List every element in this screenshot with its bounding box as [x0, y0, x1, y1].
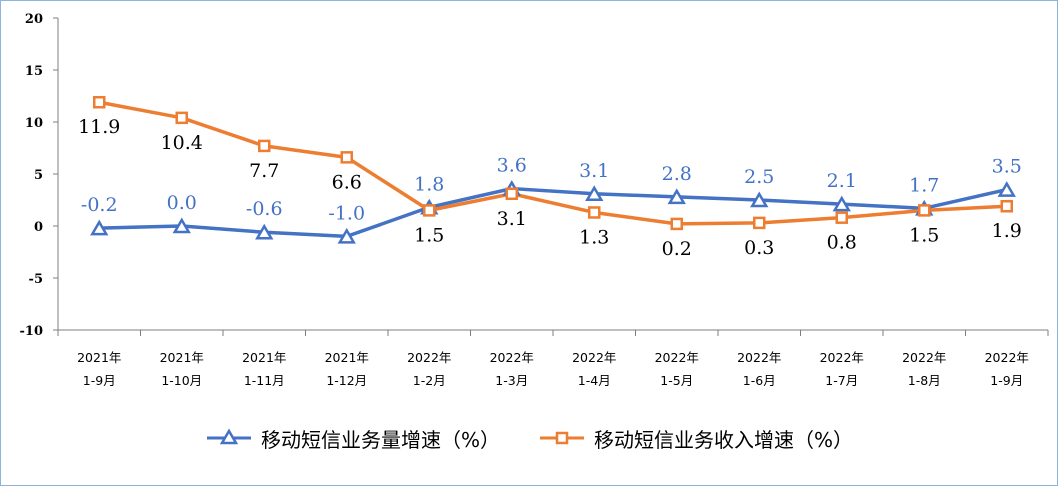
legend-item-volume: 移动短信业务量增速（%） — [205, 424, 500, 453]
x-tick-label-period: 1-2月 — [413, 373, 446, 388]
volume-data-label: 2.8 — [662, 163, 692, 185]
revenue-point-marker — [340, 151, 353, 164]
x-tick-label-period: 1-4月 — [578, 373, 611, 388]
x-tick-label-year: 2021年 — [77, 350, 121, 365]
x-tick-label-period: 1-10月 — [161, 373, 202, 388]
x-tick-label-period: 1-11月 — [244, 373, 285, 388]
volume-point-marker — [832, 195, 851, 212]
revenue-point-marker — [423, 204, 436, 217]
legend: 移动短信业务量增速（%） 移动短信业务收入增速（%） — [0, 420, 1058, 456]
volume-point-marker — [750, 191, 769, 208]
legend-item-revenue: 移动短信业务收入增速（%） — [538, 424, 853, 453]
x-tick-label-period: 1-5月 — [660, 373, 693, 388]
x-tick-label-period: 1-9月 — [990, 373, 1023, 388]
volume-data-label: -0.2 — [81, 194, 118, 216]
volume-point-marker — [172, 217, 191, 234]
revenue-data-label: 0.2 — [662, 238, 692, 260]
x-tick-label-period: 1-6月 — [743, 373, 776, 388]
volume-data-label: -0.6 — [246, 198, 283, 220]
revenue-data-label: 7.7 — [249, 160, 279, 182]
revenue-data-label: 3.1 — [497, 208, 527, 230]
revenue-data-label: 1.5 — [909, 224, 939, 246]
volume-data-label: 1.8 — [414, 173, 444, 195]
y-tick-label: 10 — [25, 116, 43, 131]
volume-series-line — [99, 186, 1008, 239]
x-tick-label-year: 2022年 — [902, 350, 946, 365]
revenue-point-marker — [93, 95, 106, 109]
x-tick-label-year: 2022年 — [490, 350, 534, 365]
y-tick-label: -5 — [29, 272, 43, 287]
revenue-series-line — [98, 100, 1007, 226]
volume-point-marker — [667, 188, 686, 205]
revenue-data-label: 1.5 — [414, 224, 444, 246]
volume-data-label: -1.0 — [328, 202, 365, 224]
revenue-point-marker — [258, 139, 271, 153]
volume-data-label: 3.6 — [497, 155, 527, 177]
revenue-data-label: 0.3 — [744, 237, 774, 259]
revenue-point-marker — [835, 211, 848, 224]
revenue-data-label: 11.9 — [78, 116, 120, 138]
revenue-point-marker — [505, 187, 518, 201]
revenue-data-label: 1.9 — [992, 220, 1022, 242]
x-tick-label-period: 1-9月 — [83, 373, 116, 388]
volume-point-marker — [90, 219, 109, 236]
x-tick-label-period: 1-8月 — [908, 373, 941, 388]
y-tick-label: -10 — [20, 324, 44, 339]
y-tick-label: 15 — [25, 64, 43, 79]
volume-point-marker — [585, 185, 604, 202]
x-tick-label-year: 2022年 — [572, 350, 616, 365]
volume-data-label: 2.5 — [744, 166, 774, 188]
y-tick-label: 0 — [34, 220, 43, 235]
revenue-data-label: 10.4 — [161, 132, 203, 154]
revenue-data-label: 1.3 — [579, 226, 609, 248]
x-tick-label-year: 2022年 — [820, 350, 864, 365]
x-tick-label-year: 2022年 — [985, 350, 1029, 365]
x-tick-label-year: 2022年 — [655, 350, 699, 365]
volume-point-marker — [997, 181, 1016, 197]
revenue-point-marker — [918, 204, 931, 217]
volume-data-label: 3.5 — [992, 156, 1022, 178]
y-tick-label: 20 — [25, 12, 43, 27]
x-tick-label-year: 2021年 — [325, 350, 369, 365]
x-tick-label-period: 1-3月 — [495, 373, 528, 388]
volume-point-marker — [337, 227, 356, 244]
legend-triangle-marker-icon — [206, 428, 251, 445]
x-tick-label-period: 1-7月 — [825, 373, 858, 388]
legend-square-marker-icon — [540, 431, 584, 445]
volume-point-marker — [255, 223, 274, 240]
revenue-point-marker — [588, 206, 601, 219]
y-tick-label: 5 — [34, 168, 43, 183]
revenue-data-label: 6.6 — [332, 171, 362, 193]
revenue-point-marker — [753, 216, 766, 230]
legend-label-revenue: 移动短信业务收入增速（%） — [594, 427, 854, 452]
x-tick-label-year: 2021年 — [160, 350, 204, 365]
x-tick-label-period: 1-12月 — [326, 373, 367, 388]
volume-data-label: 1.7 — [909, 174, 939, 196]
revenue-point-marker — [1000, 199, 1013, 213]
volume-data-label: 2.1 — [827, 170, 857, 192]
volume-data-label: 3.1 — [579, 160, 609, 182]
x-tick-label-year: 2022年 — [407, 350, 451, 365]
x-tick-label-year: 2021年 — [242, 350, 286, 365]
volume-data-label: 0.0 — [167, 192, 197, 214]
x-tick-label-year: 2022年 — [737, 350, 781, 365]
revenue-point-marker — [670, 217, 683, 231]
legend-label-volume: 移动短信业务量增速（%） — [260, 427, 500, 452]
revenue-data-label: 0.8 — [827, 232, 857, 254]
line-chart: 20 15 10 5 0 -5 -10 2021年 1-9月 2021年 1-10月 2021年 1-1… — [20, 12, 1049, 388]
revenue-point-marker — [175, 111, 188, 125]
